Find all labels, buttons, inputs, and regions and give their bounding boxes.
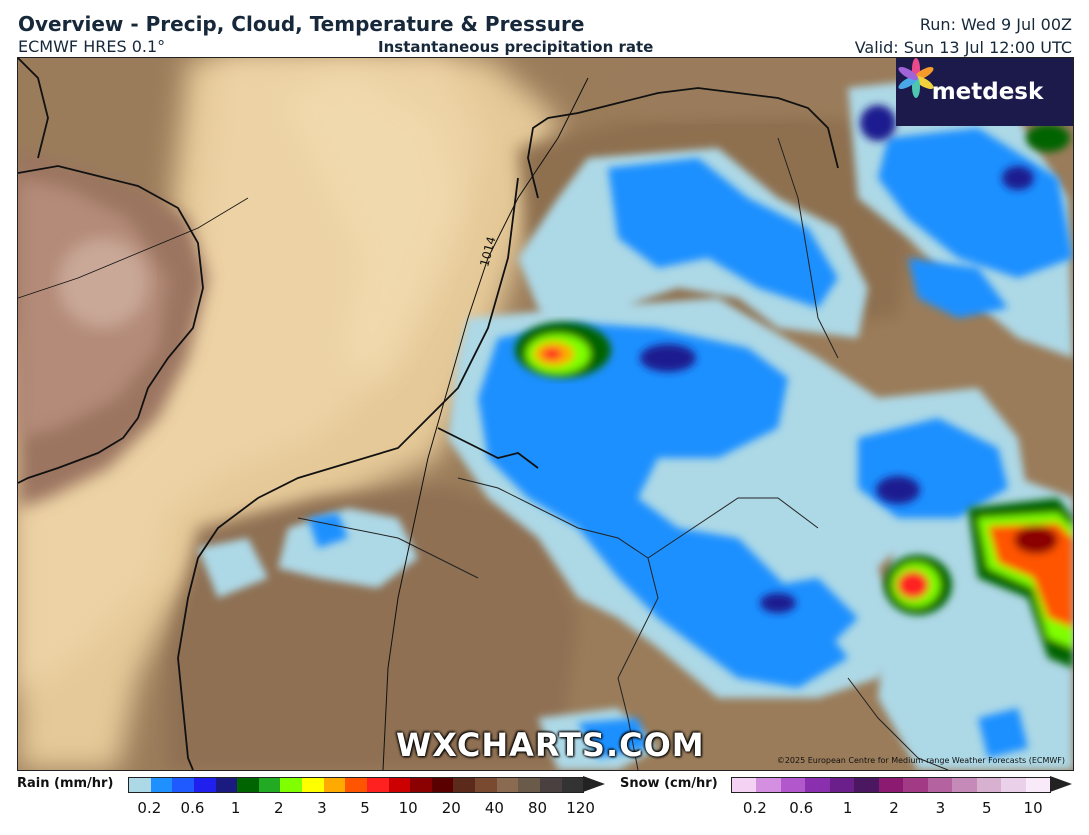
rain-color-swatch — [410, 778, 432, 792]
rain-color-swatch — [323, 778, 346, 792]
snow-color-swatch — [952, 778, 977, 792]
snow-color-swatch — [903, 778, 928, 792]
snow-tick-label: 10 — [1023, 799, 1043, 817]
rain-color-swatch — [150, 778, 173, 792]
snow-tick-labels: 0.2 0.6 1 2 3 5 10 — [731, 799, 1049, 819]
snow-tick-label: 3 — [935, 799, 946, 817]
rain-tick-label: 5 — [360, 799, 370, 817]
rain-tick-label: 1 — [230, 799, 241, 817]
rain-tick-label: 0.2 — [137, 799, 162, 817]
snow-color-swatch — [805, 778, 830, 792]
rain-legend-label: Rain (mm/hr) — [17, 776, 114, 791]
valid-time: Valid: Sun 13 Jul 12:00 UTC — [854, 38, 1072, 57]
copyright-notice: ©2025 European Centre for Medium-range W… — [776, 756, 1065, 765]
rain-color-scale — [128, 777, 584, 793]
snow-color-swatch — [854, 778, 879, 792]
rain-tick-label: 3 — [317, 799, 327, 817]
snow-scale-arrow — [1050, 776, 1072, 792]
rain-color-swatch — [345, 778, 367, 792]
field-name: Instantaneous precipitation rate — [378, 38, 654, 56]
rain-tick-label: 120 — [566, 799, 595, 817]
map-canvas: 1014 — [18, 58, 1073, 770]
rain-color-swatch — [475, 778, 497, 792]
rain-color-swatch — [215, 778, 238, 792]
snow-tick-label: 5 — [981, 799, 992, 817]
snow-color-swatch — [1025, 778, 1051, 792]
model-name: ECMWF HRES 0.1° — [18, 37, 166, 56]
rain-color-swatch — [561, 778, 584, 792]
wxcharts-watermark: WXCHARTS.COM — [396, 726, 705, 764]
rain-tick-labels: 0.2 0.6 1 2 3 5 10 20 40 80 120 — [128, 799, 595, 819]
rain-color-swatch — [129, 778, 151, 792]
chart-title: Overview - Precip, Cloud, Temperature & … — [18, 12, 585, 36]
rain-color-swatch — [302, 778, 324, 792]
rain-color-swatch — [237, 778, 259, 792]
rain-color-swatch — [518, 778, 540, 792]
rain-color-swatch — [388, 778, 411, 792]
snow-color-swatch — [878, 778, 904, 792]
snow-color-swatch — [976, 778, 1002, 792]
snow-color-swatch — [1001, 778, 1026, 792]
run-time: Run: Wed 9 Jul 00Z — [919, 15, 1072, 34]
snow-color-swatch — [927, 778, 953, 792]
rain-color-swatch — [280, 778, 302, 792]
snow-tick-label: 2 — [889, 799, 899, 817]
rain-color-swatch — [453, 778, 475, 792]
rain-color-swatch — [193, 778, 216, 792]
rain-tick-label: 80 — [527, 799, 548, 817]
weather-map[interactable]: 1014 metdesk WXCHARTS.COM ©2025 European… — [17, 57, 1074, 771]
rain-color-swatch — [172, 778, 194, 792]
rain-tick-label: 40 — [484, 799, 504, 817]
rain-tick-label: 10 — [398, 799, 418, 817]
snow-color-swatch — [732, 778, 757, 792]
rain-tick-label: 0.6 — [180, 799, 205, 817]
snow-tick-label: 0.2 — [742, 799, 767, 817]
metdesk-logo: metdesk — [896, 58, 1073, 126]
snow-color-swatch — [756, 778, 781, 792]
metdesk-flower-icon — [898, 58, 934, 98]
snow-tick-label: 1 — [842, 799, 853, 817]
snow-color-swatch — [780, 778, 806, 792]
rain-tick-label: 20 — [441, 799, 461, 817]
snow-tick-label: 0.6 — [789, 799, 814, 817]
rain-color-swatch — [431, 778, 454, 792]
snow-legend-label: Snow (cm/hr) — [620, 776, 718, 791]
rain-color-swatch — [258, 778, 281, 792]
metdesk-logo-text: metdesk — [931, 79, 1044, 105]
rain-color-swatch — [366, 778, 389, 792]
rain-color-swatch — [539, 778, 562, 792]
snow-color-swatch — [829, 778, 855, 792]
snow-color-scale — [731, 777, 1051, 793]
rain-scale-arrow — [583, 776, 605, 792]
rain-tick-label: 2 — [273, 799, 284, 817]
rain-color-swatch — [496, 778, 519, 792]
